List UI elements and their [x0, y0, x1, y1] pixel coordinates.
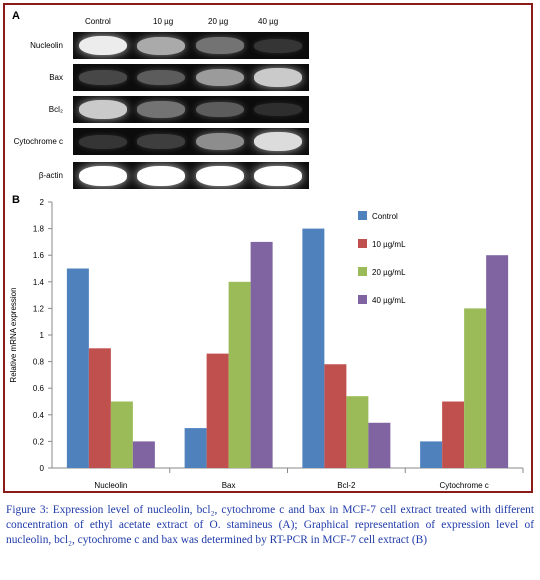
bar-chart: 0 0.2 0.4 0.6 0.8 1 1.2 1.4 1.6 1.8 2 Relative mRNA…: [9, 198, 524, 490]
gel-column-label: Control: [85, 17, 111, 26]
gel-strip: [73, 96, 309, 123]
bar: [324, 364, 347, 468]
x-tick-label: Nucleolin: [94, 481, 127, 490]
bar: [442, 401, 465, 468]
gel-band: [196, 68, 244, 87]
gel-column-label: 20 µg: [208, 17, 229, 26]
gel-strip: [73, 128, 309, 155]
gel-band: [196, 37, 244, 54]
gel-row-label: β-actin: [38, 171, 63, 180]
y-tick-label: 0.8: [33, 358, 45, 367]
bar: [420, 441, 443, 468]
gel-band: [79, 165, 127, 186]
bar: [88, 348, 111, 468]
gel-band: [254, 131, 302, 152]
gel-band: [254, 102, 302, 117]
gel-column-label: 10 µg: [153, 17, 174, 26]
legend-swatch: [358, 267, 367, 276]
y-axis-label: Relative mRNA expression: [9, 287, 18, 382]
gel-band: [254, 165, 302, 186]
gel-row-label: Cytochrome c: [13, 137, 63, 146]
legend-label: Control: [372, 212, 398, 221]
x-tick-label: Bax: [222, 481, 236, 490]
gel-band: [196, 165, 244, 186]
bar: [368, 422, 391, 468]
gel-band: [254, 68, 302, 87]
gel-band: [137, 36, 185, 55]
panel-label-a: A: [12, 10, 20, 22]
panel-label-b: B: [12, 194, 20, 206]
legend-swatch: [358, 211, 367, 220]
legend-swatch: [358, 239, 367, 248]
gel-band: [196, 132, 244, 151]
bar: [132, 441, 155, 468]
bar: [486, 255, 509, 468]
legend-label: 40 µg/mL: [372, 296, 406, 305]
gel-band: [137, 165, 185, 186]
gel-band: [254, 38, 302, 53]
bar: [250, 241, 273, 468]
y-tick-label: 1.8: [33, 225, 45, 234]
y-tick-label: 1.4: [33, 278, 45, 287]
gel-band: [79, 70, 127, 85]
legend-label: 20 µg/mL: [372, 268, 406, 277]
gel-row-label: Bcl₂: [48, 105, 63, 114]
y-tick-label: 0.6: [33, 384, 45, 393]
bar: [66, 268, 89, 468]
y-tick-label: 1: [40, 331, 45, 340]
y-tick-label: 1.2: [33, 304, 45, 313]
bar: [206, 353, 229, 468]
legend-label: 10 µg/mL: [372, 240, 406, 249]
gel-strip: [73, 162, 309, 189]
gel-band: [79, 134, 127, 149]
y-tick-label: 0.2: [33, 437, 45, 446]
gel-strip: [73, 32, 309, 59]
bar: [184, 428, 207, 468]
gel-row-label: Bax: [49, 73, 63, 82]
y-tick-label: 1.6: [33, 251, 45, 260]
bar: [346, 396, 369, 468]
bar: [110, 401, 133, 468]
y-tick-label: 2: [40, 198, 45, 207]
gel-column-label: 40 µg: [258, 17, 279, 26]
x-tick-label: Cytochrome c: [439, 481, 488, 490]
x-tick-label: Bcl-2: [337, 481, 356, 490]
y-tick-label: 0: [40, 464, 45, 473]
bar: [302, 228, 325, 468]
gel-band: [79, 100, 127, 119]
gel-band: [137, 69, 185, 86]
gel-strip: [73, 64, 309, 91]
gel-band: [137, 101, 185, 118]
gel-band: [79, 35, 127, 56]
bar: [228, 281, 251, 468]
gel-band: [196, 101, 244, 118]
gel-row-label: Nucleolin: [30, 41, 63, 50]
gel-band: [137, 134, 185, 149]
figure-caption: Figure 3: Expression level of nucleolin,…: [6, 504, 534, 546]
y-tick-label: 0.4: [33, 411, 45, 420]
legend-swatch: [358, 295, 367, 304]
bar: [464, 308, 487, 468]
